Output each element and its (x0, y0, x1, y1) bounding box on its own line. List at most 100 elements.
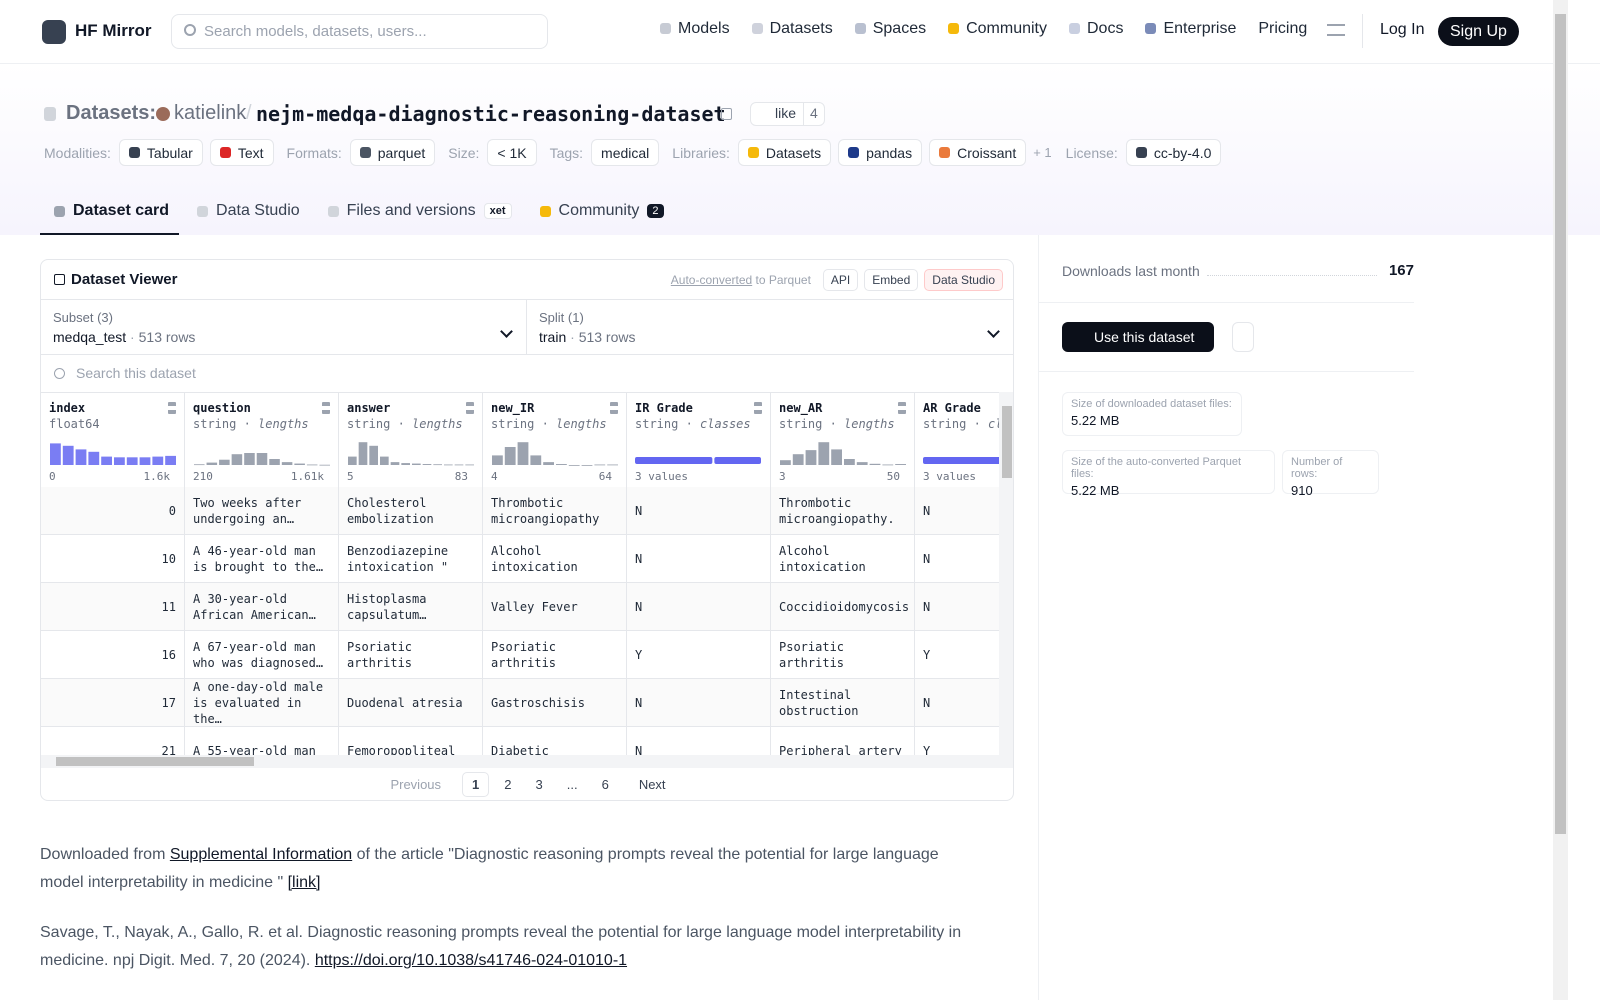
table-cell[interactable]: N (915, 583, 999, 631)
table-cell[interactable]: 10 (41, 535, 185, 583)
tag-chip[interactable]: medical (591, 139, 660, 166)
nav-link[interactable]: Spaces (854, 20, 926, 38)
more-tags[interactable]: + 1 (1033, 145, 1052, 160)
table-cell[interactable]: Histoplasma capsulatum… (339, 583, 483, 631)
copy-icon[interactable] (721, 108, 732, 120)
table-cell[interactable]: Diabetic (483, 727, 627, 755)
table-cell[interactable]: A 30-year-old African American… (185, 583, 339, 631)
brand[interactable]: HF Mirror (75, 21, 152, 40)
next-page[interactable]: Next (638, 777, 666, 792)
table-cell[interactable]: 21 (41, 727, 185, 755)
split-select[interactable]: Split (1) train · 513 rows (527, 300, 1013, 355)
nav-link[interactable]: Datasets (751, 20, 833, 38)
tag-chip[interactable]: < 1K (487, 139, 537, 166)
table-cell[interactable]: N (627, 727, 771, 755)
table-cell[interactable]: N (915, 679, 999, 727)
table-cell[interactable]: A one-day-old male is evaluated in the… (185, 679, 339, 727)
table-cell[interactable]: N (915, 487, 999, 535)
page-scrollbar[interactable] (1553, 0, 1568, 1000)
tab[interactable]: Data Studio (183, 187, 314, 235)
table-cell[interactable]: Femoropopliteal (339, 727, 483, 755)
table-cell[interactable]: 16 (41, 631, 185, 679)
tab[interactable]: Dataset card (40, 187, 183, 235)
use-dataset-button[interactable]: Use this dataset (1062, 322, 1215, 352)
table-cell[interactable]: 11 (41, 583, 185, 631)
login[interactable]: Log In (1380, 21, 1425, 38)
api-button[interactable]: API (822, 269, 859, 291)
v-scrollbar[interactable] (999, 392, 1013, 755)
table-cell[interactable]: 17 (41, 679, 185, 727)
table-cell[interactable]: N (915, 535, 999, 583)
tab[interactable]: Community 2 (526, 187, 678, 235)
table-cell[interactable]: Alcohol intoxication (483, 535, 627, 583)
page-link[interactable]: ... (566, 777, 578, 792)
table-cell[interactable]: Two weeks after undergoing an… (185, 487, 339, 535)
logo[interactable] (42, 20, 66, 44)
table-cell[interactable]: Y (915, 727, 999, 756)
h-scrollbar[interactable] (41, 755, 1013, 768)
tag-chip[interactable]: Tabular (118, 139, 203, 166)
more-button[interactable] (1232, 322, 1254, 352)
table-cell[interactable]: N (627, 679, 771, 727)
sort-icon[interactable] (610, 402, 618, 414)
table-cell[interactable]: Gastroschisis (483, 679, 627, 727)
tag-chip[interactable]: Datasets (737, 139, 832, 166)
link[interactable]: [link] (287, 874, 321, 891)
sort-icon[interactable] (168, 402, 176, 414)
prev-page[interactable]: Previous (390, 777, 442, 792)
table-cell[interactable]: Benzodiazepine intoxication " (339, 535, 483, 583)
table-cell[interactable]: Valley Fever (483, 583, 627, 631)
table-cell[interactable]: N (627, 583, 771, 631)
table-cell[interactable]: Psoriatic arthritis (483, 631, 627, 679)
nav-link[interactable]: Models (660, 20, 730, 38)
tag-chip[interactable]: pandas (838, 139, 923, 166)
table-cell[interactable]: Alcohol intoxication (771, 535, 915, 583)
table-cell[interactable]: Thrombotic microangiopathy (483, 487, 627, 535)
embed-button[interactable]: Embed (864, 269, 919, 291)
nav-link[interactable]: Docs (1069, 20, 1123, 38)
table-cell[interactable]: Intestinal obstruction (771, 679, 915, 727)
tab[interactable]: Files and versions xet (314, 187, 526, 235)
page-link[interactable]: 1 (462, 772, 490, 797)
repo-owner[interactable]: katielink (174, 102, 247, 124)
table-cell[interactable]: N (627, 535, 771, 583)
table-cell[interactable]: Psoriatic arthritis (339, 631, 483, 679)
tag-chip[interactable]: Text (209, 139, 274, 166)
table-cell[interactable]: A 55-year-old man (185, 727, 339, 755)
tag-chip[interactable]: Croissant (929, 139, 1027, 166)
table-cell[interactable]: Cholesterol embolization (339, 487, 483, 535)
repo-name[interactable]: nejm-medqa-diagnostic-reasoning-dataset (256, 102, 726, 126)
table-cell[interactable]: 0 (41, 487, 185, 535)
sort-icon[interactable] (754, 402, 762, 414)
sort-icon[interactable] (322, 402, 330, 414)
sort-icon[interactable] (466, 402, 474, 414)
table-cell[interactable]: Psoriatic arthritis (771, 631, 915, 679)
table-cell[interactable]: Duodenal atresia (339, 679, 483, 727)
table-cell[interactable]: Thrombotic microangiopathy. (771, 487, 915, 535)
auto-converted[interactable]: Auto-converted (670, 273, 753, 287)
nav-link[interactable]: Enterprise (1145, 20, 1236, 38)
table-cell[interactable]: A 46-year-old man is brought to the… (185, 535, 339, 583)
signup[interactable]: Sign Up (1438, 17, 1519, 46)
table-cell[interactable]: Y (915, 631, 999, 679)
page-link[interactable]: 3 (535, 777, 543, 792)
sort-icon[interactable] (898, 402, 906, 414)
table-cell[interactable]: Y (627, 631, 771, 679)
subset-select[interactable]: Subset (3) medqa_test · 513 rows (41, 300, 527, 355)
repo-kind[interactable]: Datasets: (66, 102, 157, 124)
menu-icon[interactable] (1327, 24, 1345, 36)
page-link[interactable]: 2 (504, 777, 512, 792)
dataset-search[interactable]: Search this dataset (76, 365, 196, 381)
nav-link[interactable]: Pricing (1258, 20, 1307, 38)
nav-link[interactable]: Community (948, 20, 1047, 38)
table-cell[interactable]: A 67-year-old man who was diagnosed… (185, 631, 339, 679)
studio-button[interactable]: Data Studio (924, 269, 1003, 291)
table-cell[interactable]: Peripheral artery (771, 727, 915, 755)
tag-chip[interactable]: parquet (349, 139, 436, 166)
tag-chip[interactable]: cc-by-4.0 (1125, 139, 1222, 166)
table-cell[interactable]: N (627, 487, 771, 535)
search-box[interactable]: Search models, datasets, users... (171, 14, 548, 49)
link[interactable]: Supplemental Information (169, 846, 353, 863)
page-link[interactable]: 6 (601, 777, 609, 792)
table-cell[interactable]: Coccidioidomycosis (771, 583, 915, 631)
